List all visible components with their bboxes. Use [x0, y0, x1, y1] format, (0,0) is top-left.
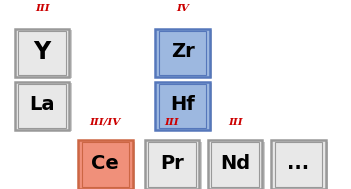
Text: Nd: Nd [220, 154, 250, 173]
Text: La: La [29, 95, 55, 114]
FancyBboxPatch shape [147, 142, 202, 189]
FancyBboxPatch shape [155, 82, 210, 130]
Text: III: III [228, 118, 243, 127]
Text: IV: IV [176, 4, 189, 13]
Text: Ce: Ce [91, 154, 119, 173]
Text: III: III [165, 118, 179, 127]
Text: Zr: Zr [171, 43, 194, 61]
Text: Hf: Hf [170, 95, 195, 114]
Text: ...: ... [287, 154, 310, 173]
FancyBboxPatch shape [274, 142, 328, 189]
Text: Pr: Pr [160, 154, 184, 173]
FancyBboxPatch shape [158, 30, 212, 78]
FancyBboxPatch shape [155, 29, 210, 77]
FancyBboxPatch shape [17, 30, 72, 78]
FancyBboxPatch shape [80, 142, 135, 189]
FancyBboxPatch shape [158, 83, 212, 131]
FancyBboxPatch shape [17, 83, 72, 131]
FancyBboxPatch shape [145, 140, 199, 189]
FancyBboxPatch shape [271, 140, 326, 189]
Text: III/IV: III/IV [90, 118, 121, 127]
FancyBboxPatch shape [15, 29, 69, 77]
Text: III: III [35, 4, 49, 13]
FancyBboxPatch shape [208, 140, 263, 189]
FancyBboxPatch shape [211, 142, 265, 189]
FancyBboxPatch shape [78, 140, 132, 189]
Text: Y: Y [33, 40, 51, 64]
FancyBboxPatch shape [15, 82, 69, 130]
